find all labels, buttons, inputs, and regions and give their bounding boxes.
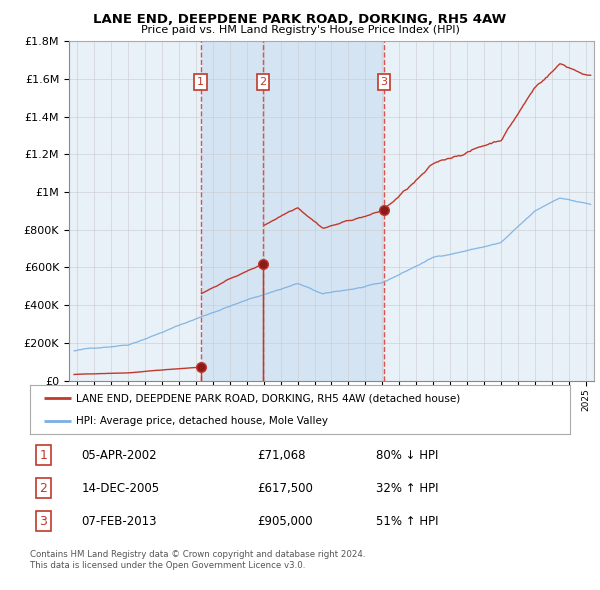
Text: 14-DEC-2005: 14-DEC-2005 xyxy=(82,481,160,495)
Text: Contains HM Land Registry data © Crown copyright and database right 2024.: Contains HM Land Registry data © Crown c… xyxy=(30,550,365,559)
Text: 3: 3 xyxy=(380,77,388,87)
Text: £71,068: £71,068 xyxy=(257,448,305,462)
Text: Price paid vs. HM Land Registry's House Price Index (HPI): Price paid vs. HM Land Registry's House … xyxy=(140,25,460,35)
Text: 07-FEB-2013: 07-FEB-2013 xyxy=(82,514,157,528)
Text: 1: 1 xyxy=(197,77,204,87)
Text: 51% ↑ HPI: 51% ↑ HPI xyxy=(376,514,438,528)
Text: 05-APR-2002: 05-APR-2002 xyxy=(82,448,157,462)
Text: 1: 1 xyxy=(40,448,47,462)
Text: HPI: Average price, detached house, Mole Valley: HPI: Average price, detached house, Mole… xyxy=(76,415,328,425)
Text: LANE END, DEEPDENE PARK ROAD, DORKING, RH5 4AW: LANE END, DEEPDENE PARK ROAD, DORKING, R… xyxy=(94,13,506,26)
Text: 80% ↓ HPI: 80% ↓ HPI xyxy=(376,448,438,462)
Text: £617,500: £617,500 xyxy=(257,481,313,495)
Bar xyxy=(200,41,263,381)
Text: 2: 2 xyxy=(40,481,47,495)
Bar xyxy=(69,41,200,381)
Text: This data is licensed under the Open Government Licence v3.0.: This data is licensed under the Open Gov… xyxy=(30,560,305,569)
Text: 2: 2 xyxy=(260,77,266,87)
Text: 32% ↑ HPI: 32% ↑ HPI xyxy=(376,481,438,495)
Text: LANE END, DEEPDENE PARK ROAD, DORKING, RH5 4AW (detached house): LANE END, DEEPDENE PARK ROAD, DORKING, R… xyxy=(76,394,460,404)
Text: £905,000: £905,000 xyxy=(257,514,313,528)
Bar xyxy=(263,41,384,381)
Bar xyxy=(384,41,594,381)
Text: 3: 3 xyxy=(40,514,47,528)
